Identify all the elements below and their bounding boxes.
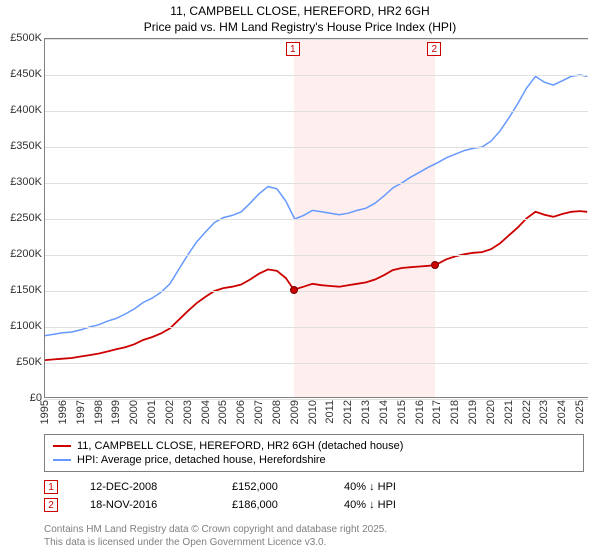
x-axis-label: 2009 [289, 400, 301, 424]
legend-label: HPI: Average price, detached house, Here… [77, 454, 326, 466]
gridline [45, 39, 588, 40]
x-axis-label: 1998 [93, 400, 105, 424]
ref-num: 2 [44, 498, 58, 512]
y-axis-label: £350K [10, 140, 42, 152]
y-axis-label: £150K [10, 284, 42, 296]
gridline [45, 111, 588, 112]
x-axis-label: 2002 [164, 400, 176, 424]
y-axis-label: £250K [10, 212, 42, 224]
chart-plot-area [44, 38, 588, 398]
x-axis-label: 2014 [378, 400, 390, 424]
x-axis-label: 2020 [485, 400, 497, 424]
x-axis-label: 2010 [307, 400, 319, 424]
reference-table: 1 12-DEC-2008 £152,000 40% ↓ HPI 2 18-NOV-201… [44, 478, 444, 514]
x-axis-label: 2017 [431, 400, 443, 424]
price-marker [431, 261, 439, 269]
legend-item: 11, CAMPBELL CLOSE, HEREFORD, HR2 6GH (d… [53, 439, 575, 453]
x-axis-label: 2024 [556, 400, 568, 424]
x-axis-label: 2023 [538, 400, 550, 424]
gridline [45, 327, 588, 328]
ref-date: 12-DEC-2008 [90, 481, 200, 493]
legend-swatch [53, 459, 71, 461]
gridline [45, 183, 588, 184]
gridline [45, 363, 588, 364]
gridline [45, 291, 588, 292]
x-axis-label: 2018 [449, 400, 461, 424]
x-axis-label: 1995 [39, 400, 51, 424]
gridline [45, 75, 588, 76]
x-axis-label: 2005 [217, 400, 229, 424]
legend-swatch [53, 445, 71, 447]
x-axis-label: 2022 [521, 400, 533, 424]
x-axis-label: 1996 [57, 400, 69, 424]
x-axis-label: 2012 [342, 400, 354, 424]
y-axis-label: £500K [10, 32, 42, 44]
x-axis-label: 2025 [574, 400, 586, 424]
legend-item: HPI: Average price, detached house, Here… [53, 453, 575, 467]
y-axis-label: £300K [10, 176, 42, 188]
y-axis-label: £50K [16, 356, 42, 368]
legend: 11, CAMPBELL CLOSE, HEREFORD, HR2 6GH (d… [44, 434, 584, 472]
ref-number-badge: 2 [427, 42, 441, 56]
legend-label: 11, CAMPBELL CLOSE, HEREFORD, HR2 6GH (d… [77, 440, 403, 452]
gridline [45, 147, 588, 148]
x-axis-label: 1997 [75, 400, 87, 424]
x-axis-label: 2008 [271, 400, 283, 424]
gridline [45, 219, 588, 220]
credit-text: Contains HM Land Registry data © Crown c… [44, 524, 387, 549]
title-line1: 11, CAMPBELL CLOSE, HEREFORD, HR2 6GH [0, 4, 600, 20]
series-price_paid [45, 211, 587, 360]
y-axis-label: £200K [10, 248, 42, 260]
series-hpi [45, 75, 587, 336]
x-axis-label: 2016 [414, 400, 426, 424]
ref-pct: 40% ↓ HPI [344, 499, 444, 511]
x-axis-label: 2019 [467, 400, 479, 424]
x-axis-label: 2004 [200, 400, 212, 424]
y-axis-label: £400K [10, 104, 42, 116]
ref-row: 2 18-NOV-2016 £186,000 40% ↓ HPI [44, 496, 444, 514]
credit-line2: This data is licensed under the Open Gov… [44, 537, 387, 550]
chart-title: 11, CAMPBELL CLOSE, HEREFORD, HR2 6GH Pr… [0, 0, 600, 35]
ref-price: £152,000 [232, 481, 312, 493]
gridline [45, 255, 588, 256]
ref-number-badge: 1 [286, 42, 300, 56]
ref-num: 1 [44, 480, 58, 494]
credit-line1: Contains HM Land Registry data © Crown c… [44, 524, 387, 537]
y-axis-label: £450K [10, 68, 42, 80]
ref-date: 18-NOV-2016 [90, 499, 200, 511]
ref-price: £186,000 [232, 499, 312, 511]
x-axis-label: 2015 [396, 400, 408, 424]
x-axis-label: 2011 [324, 400, 336, 424]
ref-pct: 40% ↓ HPI [344, 481, 444, 493]
x-axis-label: 2007 [253, 400, 265, 424]
x-axis-label: 1999 [110, 400, 122, 424]
x-axis-label: 2003 [182, 400, 194, 424]
y-axis-label: £100K [10, 320, 42, 332]
x-axis-label: 2001 [146, 400, 158, 424]
title-line2: Price paid vs. HM Land Registry's House … [0, 20, 600, 36]
ref-row: 1 12-DEC-2008 £152,000 40% ↓ HPI [44, 478, 444, 496]
x-axis-label: 2021 [503, 400, 515, 424]
x-axis-label: 2013 [360, 400, 372, 424]
price-marker [290, 286, 298, 294]
x-axis-label: 2006 [235, 400, 247, 424]
x-axis-label: 2000 [128, 400, 140, 424]
